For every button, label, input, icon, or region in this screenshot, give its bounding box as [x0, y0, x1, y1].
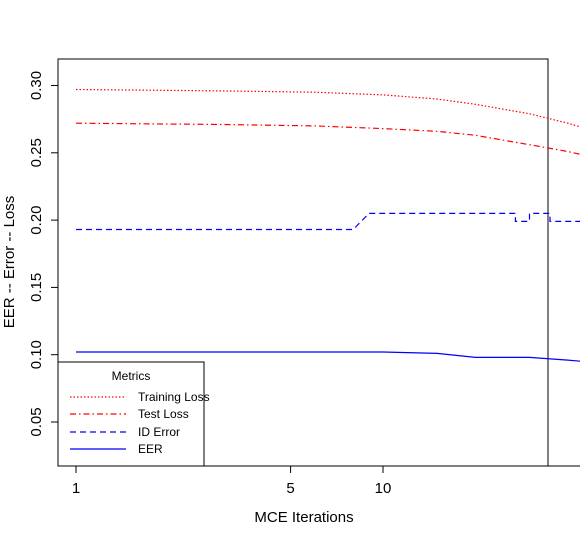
y-axis-label: EER -- Error -- Loss [1, 196, 18, 329]
x-axis: 151050100500 [72, 465, 580, 497]
legend-item-eer: EER [70, 442, 163, 456]
x-tick-label-5: 5 [286, 480, 294, 497]
y-tick-label-0-10: 0.10 [28, 340, 45, 369]
legend-label-id-error: ID Error [138, 425, 180, 439]
y-tick-label-0-15: 0.15 [28, 273, 45, 302]
x-tick-label-10: 10 [375, 480, 392, 497]
legend-item-training-loss: Training Loss [70, 390, 210, 404]
series-line-training-loss [75, 88, 580, 128]
series-layer [75, 88, 580, 362]
legend: Metrics Training Loss Test Loss ID Error… [57, 361, 210, 467]
y-tick-label-0-30: 0.30 [28, 71, 45, 100]
y-axis: 0.05 0.10 0.15 0.20 0.25 0.30 [28, 71, 59, 437]
series-line-test-loss [75, 122, 580, 155]
x-tick-label-1: 1 [72, 480, 80, 497]
y-tick-label-0-25: 0.25 [28, 138, 45, 167]
legend-item-id-error: ID Error [70, 425, 180, 439]
legend-label-training-loss: Training Loss [138, 390, 210, 404]
legend-label-eer: EER [138, 442, 163, 456]
legend-label-test-loss: Test Loss [138, 407, 189, 421]
y-tick-label-0-20: 0.20 [28, 205, 45, 234]
legend-title: Metrics [112, 369, 151, 383]
series-line-eer [76, 351, 580, 362]
y-tick-label-0-05: 0.05 [28, 407, 45, 436]
series-line-id-error [76, 212, 580, 231]
x-axis-label: MCE Iterations [254, 509, 353, 526]
legend-item-test-loss: Test Loss [70, 407, 189, 421]
